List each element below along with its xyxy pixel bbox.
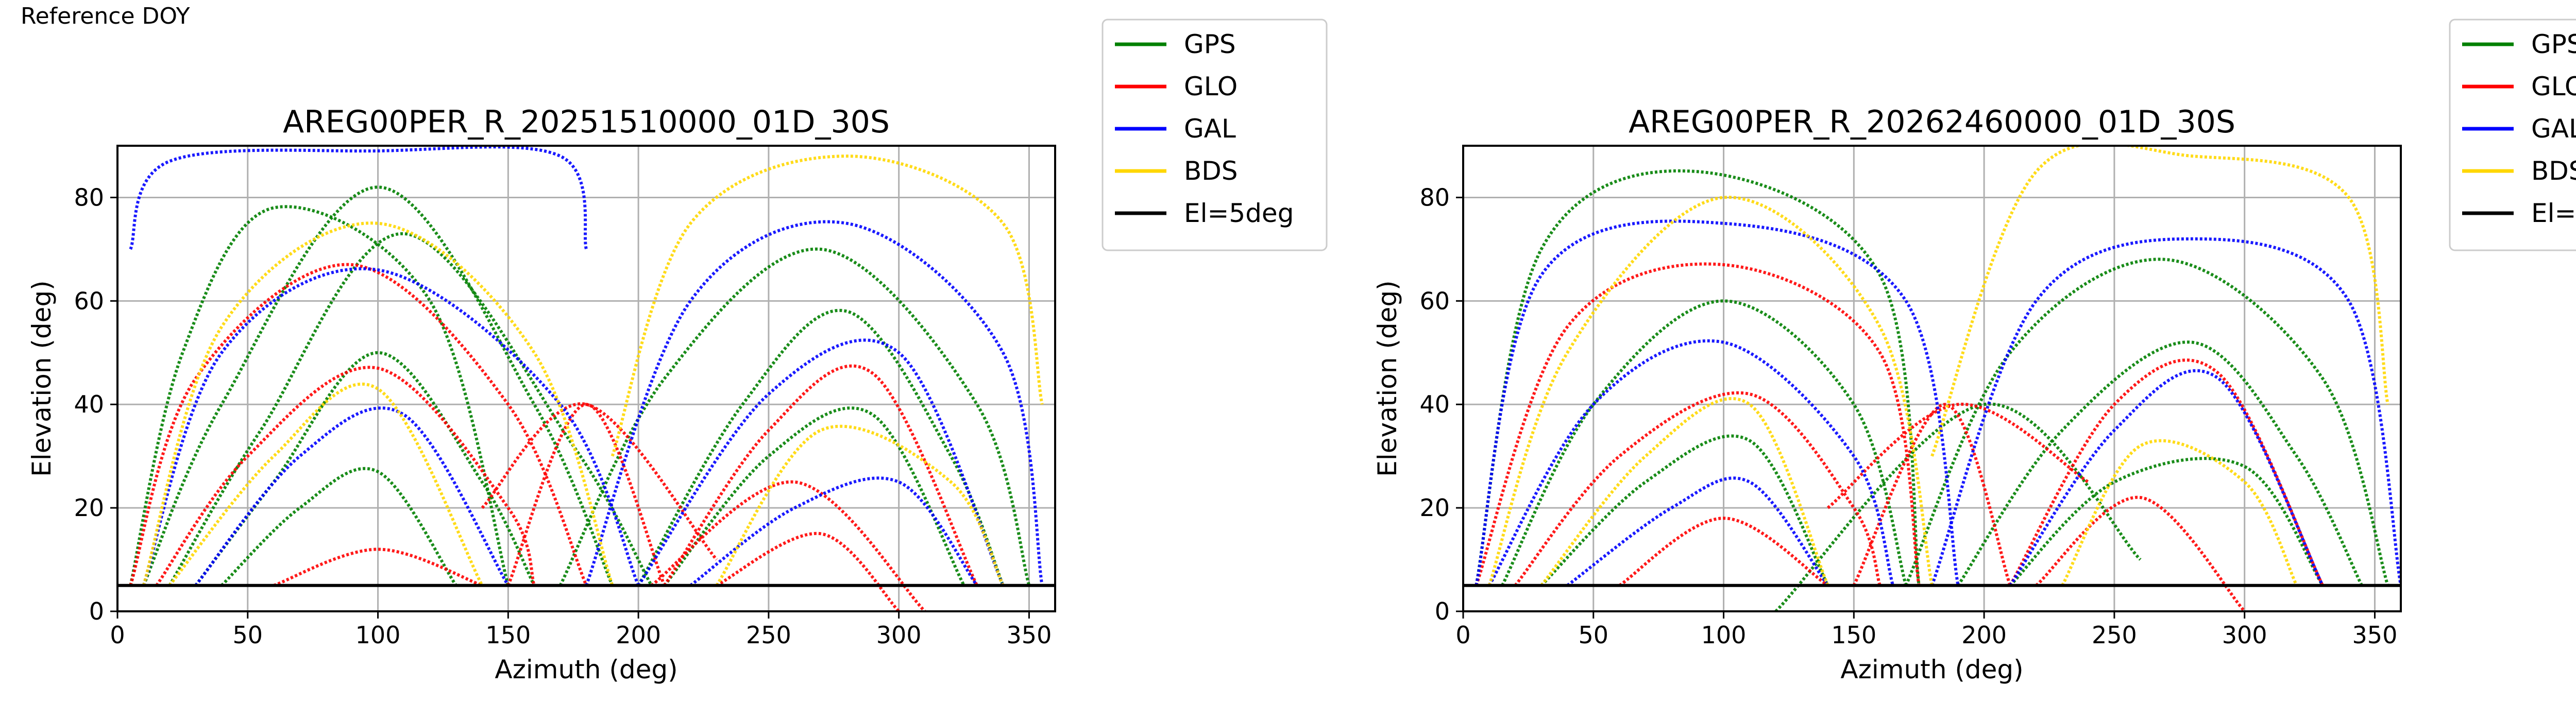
series-gps-track [558,247,1031,587]
series-glo-track [1514,391,1882,587]
x-tick-label: 0 [1455,621,1470,649]
series-gal-track [1487,339,1895,587]
series-bds-track [611,155,1044,457]
x-tick-label: 0 [110,621,125,649]
x-tick-label: 100 [355,621,401,649]
series-glo-track [650,480,926,611]
series-bds-track [1930,146,2389,457]
legend-frame [2449,19,2576,251]
legend-label: BDS [2531,156,2576,186]
series-glo-track [273,547,483,587]
legend-label: GLO [2531,72,2576,101]
series-gal-track [585,220,1044,586]
x-tick-label: 300 [2222,621,2267,649]
x-tick-label: 350 [1007,621,1052,649]
series-gps-track [1540,434,1829,587]
series-gal-track [142,267,640,586]
y-tick-label: 80 [74,183,104,211]
plot-area [1463,146,2401,611]
chart-2: 0 50 100 150 200 250 300 350 0 20 40 60 80 AREG00PER_… [1372,19,2576,684]
legend-frame [1101,19,1328,251]
x-tick-label: 150 [1831,621,1876,649]
figure-label: Reference DOY [21,3,190,29]
x-tick-label: 100 [1701,621,1747,649]
legend-label: BDS [1184,156,1238,186]
series-bds-track [2061,439,2298,587]
y-axis-label: Elevation (deg) [27,280,57,476]
y-tick-label: 0 [1435,597,1450,625]
plot-frame [116,145,1056,612]
legend-label: GPS [2531,29,2576,59]
series-bds-track [715,424,1005,587]
legend-label: GAL [2531,114,2576,144]
series-gal-track [1475,219,1960,586]
series-bds-track [1540,397,1829,587]
x-tick-label: 50 [1579,621,1609,649]
x-tick-label: 150 [485,621,531,649]
x-axis-label: Azimuth (deg) [1840,655,2023,684]
plot-area [117,146,1055,611]
series-gps-track [1501,299,1908,587]
series-glo-track [481,402,718,561]
series-gal-track [1930,237,2401,586]
series-gal-track [129,146,588,250]
x-tick-label: 350 [2352,621,2398,649]
x-tick-label: 200 [1961,621,2007,649]
chart-title: AREG00PER_R_20251510000_01D_30S [283,104,890,140]
series-glo-track [129,263,588,586]
series-gal-track [194,406,510,587]
series-glo-track [1852,403,2012,587]
y-tick-label: 40 [74,390,104,418]
series-gps-track [142,185,614,586]
series-gps-track [1904,258,2389,587]
y-tick-label: 60 [1419,287,1450,315]
series-bds-track [168,382,484,587]
legend: GPS GLO GAL BDS El=5deg [1101,19,1328,251]
legend-label: GAL [1184,114,1236,144]
series-gps-track [129,205,510,586]
legend: GPS GLO GAL BDS El=5deg [2449,19,2576,251]
legend-label: GPS [1184,29,1236,59]
series-gps-track [637,308,1005,587]
series-gps-track [2009,457,2324,587]
series-glo-track [2009,358,2324,587]
x-tick-label: 250 [2092,621,2137,649]
y-tick-label: 40 [1419,390,1450,418]
x-tick-label: 200 [616,621,661,649]
series-gps-track [1774,402,2142,611]
series-gal-track [1566,476,1829,587]
series-bds-track [142,221,614,586]
legend-label: El=5deg [2531,198,2576,228]
chart-1: 0 50 100 150 200 250 300 350 0 20 40 60 80 AREG00PER_… [27,19,1328,684]
series-gal-track [689,476,978,587]
series-glo-track [716,532,900,611]
y-tick-label: 20 [1419,494,1450,522]
y-tick-label: 80 [1419,183,1450,211]
series-gps-track [1475,169,1921,586]
chart-title: AREG00PER_R_20262460000_01D_30S [1629,104,2235,140]
series-gal-track [2009,369,2324,587]
x-tick-label: 50 [233,621,263,649]
series-gps-track [221,467,457,587]
y-tick-label: 20 [74,494,104,522]
plot-frame [1462,145,2402,612]
series-glo-track [506,403,666,586]
series-glo-track [1618,517,1829,587]
y-tick-label: 0 [89,597,104,625]
series-glo-track [1826,403,2089,509]
series-glo-track [1475,262,1921,586]
series-gps-track [663,406,965,587]
x-tick-label: 300 [876,621,922,649]
y-tick-label: 60 [74,287,104,315]
series-glo-track [155,366,536,587]
series-gps-track [1957,340,2363,587]
legend-label: El=5deg [1184,198,1294,228]
series-bds-track [1487,196,1934,586]
legend-label: GLO [1184,72,1238,101]
x-tick-label: 250 [746,621,791,649]
series-glo-track [2035,495,2246,611]
x-axis-label: Azimuth (deg) [495,655,677,684]
y-axis-label: Elevation (deg) [1372,280,1402,476]
